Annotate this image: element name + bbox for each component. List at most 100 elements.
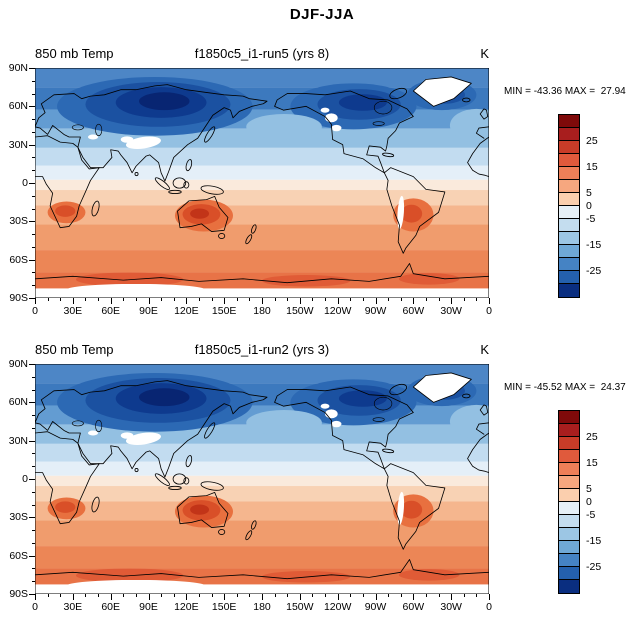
lat-axis-tick — [29, 68, 35, 69]
colorbar-box — [559, 245, 579, 258]
lon-tick-label: 90E — [139, 305, 158, 317]
colorbar-tick-label: 0 — [586, 200, 592, 212]
colorbar-box — [559, 128, 579, 141]
lat-axis-tick — [32, 581, 35, 583]
variable-label: 850 mb Temp — [35, 46, 114, 61]
lon-axis-tick — [173, 298, 175, 301]
lon-tick-label: 30E — [63, 601, 83, 613]
lon-axis-tick — [337, 298, 339, 304]
lon-axis-tick — [388, 594, 390, 597]
colorbar-box — [559, 580, 579, 593]
min-max-stats: MIN = -43.36 MAX = 27.94 — [504, 86, 626, 97]
lat-axis-tick — [32, 246, 35, 248]
lon-axis-tick — [249, 594, 251, 597]
lat-tick-label: 90N — [8, 358, 28, 370]
colorbar-boxes — [558, 410, 580, 594]
lat-axis-tick — [32, 504, 35, 506]
lon-axis-tick — [186, 298, 188, 304]
colorbar-tick-label: -5 — [586, 213, 596, 225]
lon-axis-tick — [161, 298, 163, 301]
lon-axis-tick — [274, 594, 276, 597]
lat-axis-tick — [29, 144, 35, 146]
lat-axis-tick — [32, 568, 35, 570]
lon-axis-tick — [325, 298, 327, 301]
lon-axis-tick — [224, 594, 226, 600]
lat-tick-label: 60N — [8, 100, 28, 113]
lon-axis-tick — [85, 594, 87, 597]
lat-axis-tick — [32, 530, 35, 532]
lat-axis-tick — [29, 594, 35, 595]
lon-axis-tick — [299, 298, 301, 304]
colorbar: 25 15 5 0 -5 -15 -25 — [558, 114, 601, 298]
colorbar-box — [559, 567, 579, 580]
lon-axis-tick — [60, 298, 62, 301]
lat-axis-tick — [29, 221, 35, 223]
colorbar-box — [559, 476, 579, 489]
lon-axis-tick — [47, 594, 49, 597]
colorbar-tick-label: 25 — [586, 135, 598, 147]
lat-tick-label: 30S — [9, 215, 28, 228]
lon-tick-label: 180 — [253, 305, 271, 317]
lon-axis-tick — [148, 298, 150, 304]
map-plot: 90N 60N 30N 0 30S 60S 90S 0 30E 60E 90E 120E 150E 180… — [9, 62, 492, 317]
lon-axis-tick — [236, 298, 238, 301]
lat-tick-label: 30N — [8, 138, 28, 151]
lon-axis-tick — [236, 594, 238, 597]
lon-tick-label: 60E — [101, 601, 120, 613]
colorbar-tick-label: 0 — [586, 496, 592, 508]
lon-axis-tick — [161, 594, 163, 597]
colorbar-box — [559, 489, 579, 502]
lon-tick-label: 0 — [32, 601, 38, 613]
lon-axis-tick — [72, 298, 74, 304]
lon-axis-tick — [413, 298, 415, 304]
lon-axis-tick — [287, 298, 289, 301]
lon-axis-tick — [400, 298, 402, 301]
colorbar-box — [559, 541, 579, 554]
lon-axis-tick — [451, 298, 453, 304]
lon-tick-label: 120E — [174, 305, 199, 317]
lon-tick-label: 30E — [63, 305, 83, 317]
lon-axis-tick — [287, 594, 289, 597]
lat-tick-label: 30S — [9, 511, 28, 524]
lon-axis-tick — [362, 298, 364, 301]
lon-axis-tick — [262, 594, 263, 600]
colorbar-box — [559, 232, 579, 245]
lat-tick-label: 60S — [9, 253, 28, 266]
lon-tick-label: 150W — [286, 601, 314, 613]
lon-tick-label: 150W — [286, 305, 314, 317]
lon-axis-tick — [123, 298, 125, 301]
map-panel: 850 mb Temp f1850c5_i1-run2 (yrs 3) K 90… — [0, 336, 644, 626]
lon-tick-label: 0 — [32, 305, 38, 317]
lat-axis-tick — [32, 195, 35, 197]
figure-title: DJF-JJA — [289, 6, 355, 23]
lon-axis-tick — [438, 594, 440, 597]
lon-axis-tick — [211, 298, 213, 301]
lon-tick-label: 0 — [486, 601, 492, 613]
colorbar-tick-label: 5 — [586, 187, 592, 199]
lat-axis-tick — [32, 208, 35, 210]
units-label: K — [480, 342, 489, 357]
lon-axis-tick — [186, 594, 188, 600]
colorbar-box — [559, 141, 579, 154]
lon-axis-tick — [148, 594, 150, 600]
lon-axis-tick — [135, 298, 137, 301]
lat-axis-tick — [32, 285, 35, 287]
lon-axis-tick — [123, 594, 125, 597]
lat-axis-tick — [29, 259, 35, 261]
lat-axis-tick — [32, 376, 35, 378]
lon-axis-tick — [72, 594, 74, 600]
lon-axis-tick — [375, 298, 377, 304]
colorbar-box — [559, 502, 579, 515]
lon-tick-label: 150E — [211, 601, 237, 613]
lat-axis-tick — [32, 427, 35, 429]
lat-tick-label: 30N — [8, 434, 28, 447]
lat-axis-tick — [32, 80, 35, 82]
colorbar-box — [559, 463, 579, 476]
colorbar-box — [559, 258, 579, 271]
map-plot: 90N 60N 30N 0 30S 60S 90S 0 30E 60E 90E 120E 150E 180… — [9, 358, 492, 613]
colorbar-tick-label: -15 — [586, 535, 602, 547]
lon-tick-label: 120E — [174, 601, 199, 613]
lon-axis-tick — [110, 298, 112, 304]
lon-tick-label: 30W — [440, 305, 462, 317]
